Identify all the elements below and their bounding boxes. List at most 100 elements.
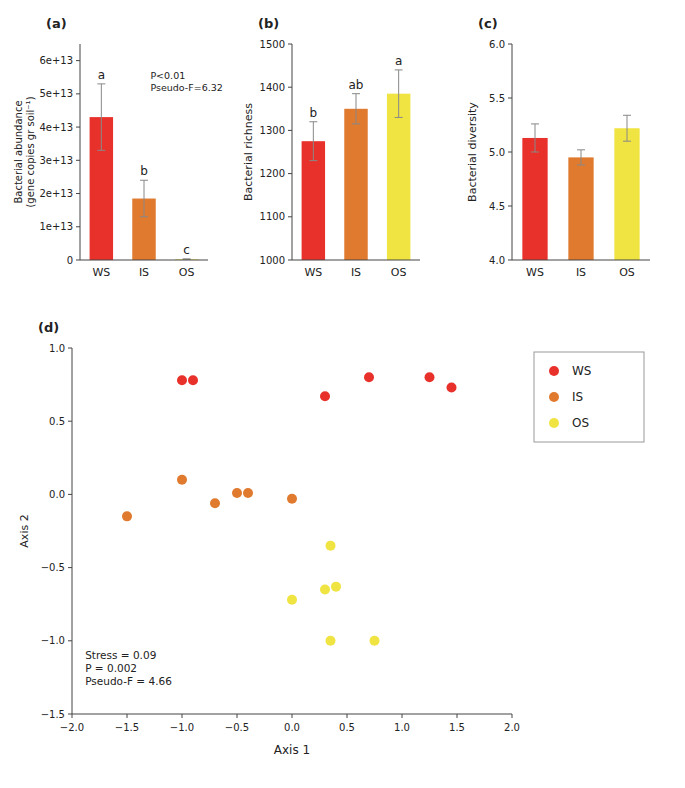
error-cap — [623, 115, 631, 116]
point — [287, 494, 297, 504]
y-axis-line — [72, 348, 73, 714]
error-stem — [313, 122, 314, 161]
error-stem — [627, 115, 628, 141]
point — [364, 372, 374, 382]
text-line: Bacterial diversity — [466, 102, 479, 202]
y-tick-label: 1200 — [260, 168, 285, 179]
point — [320, 391, 330, 401]
bar — [344, 109, 367, 260]
point — [425, 372, 435, 382]
error-cap — [97, 83, 105, 84]
y-tick — [76, 127, 80, 128]
point — [447, 383, 457, 393]
point — [122, 511, 132, 521]
y-tick-label: 1300 — [260, 125, 285, 136]
x-tick-label: IS — [139, 266, 149, 279]
y-tick — [68, 348, 72, 349]
x-axis-line — [292, 260, 420, 261]
error-cap — [140, 180, 148, 181]
group-letter: ab — [349, 78, 364, 92]
legend-label: OS — [572, 416, 589, 430]
y-tick-label: 2e+13 — [39, 188, 73, 199]
group-letter: c — [183, 243, 190, 257]
y-tick-label: 3e+13 — [39, 155, 73, 166]
y-tick-label: 6e+13 — [39, 55, 73, 66]
bar-panel: 4.04.55.05.56.0Bacterial diversityWSISOS… — [466, 16, 650, 692]
y-tick — [288, 87, 292, 88]
x-tick — [512, 714, 513, 718]
text-line: P = 0.002 — [85, 662, 137, 674]
y-tick — [76, 60, 80, 61]
y-tick-label: 1e+13 — [39, 221, 73, 232]
legend-label: IS — [572, 390, 583, 404]
point — [243, 488, 253, 498]
x-tick-label: −2.0 — [60, 722, 84, 733]
point — [232, 488, 242, 498]
bar — [522, 138, 547, 260]
x-tick — [72, 714, 73, 718]
y-axis-label: Bacterial abundance(gene copies gr soil⁻… — [13, 96, 36, 207]
y-tick-label: 1500 — [260, 39, 285, 50]
error-bar — [531, 124, 539, 152]
error-stem — [144, 180, 145, 217]
y-tick-label: 5.5 — [489, 93, 505, 104]
y-tick — [508, 260, 512, 261]
series — [177, 372, 457, 401]
x-tick — [457, 714, 458, 718]
point — [326, 636, 336, 646]
error-stem — [581, 150, 582, 165]
y-tick — [76, 193, 80, 194]
x-tick-label: 0.5 — [339, 722, 355, 733]
error-cap — [395, 117, 403, 118]
x-tick-label: 0.0 — [284, 722, 300, 733]
bar-panel: 100011001200130014001500Bacterial richne… — [242, 16, 420, 692]
x-tick-label: WS — [304, 266, 322, 279]
text-line: Stress = 0.09 — [85, 649, 156, 661]
error-bar — [395, 70, 403, 118]
x-tick-label: WS — [526, 266, 544, 279]
x-tick-label: −1.0 — [170, 722, 194, 733]
y-tick-label: 5.0 — [489, 147, 505, 158]
point — [370, 636, 380, 646]
error-stem — [398, 70, 399, 118]
group-letter: b — [140, 164, 148, 178]
y-tick-label: 0 — [67, 255, 73, 266]
error-cap — [183, 258, 191, 259]
y-tick — [68, 494, 72, 495]
panel-label: (a) — [46, 16, 67, 31]
text-line: (gene copies gr soil⁻¹) — [25, 96, 36, 207]
group-letter: a — [395, 54, 402, 68]
legend-swatch — [549, 418, 559, 428]
y-tick — [68, 567, 72, 568]
error-bar — [140, 180, 148, 217]
y-tick-label: 6.0 — [489, 39, 505, 50]
y-tick-label: 0.5 — [49, 416, 65, 427]
text-line: Axis 2 — [18, 514, 31, 547]
error-cap — [531, 123, 539, 124]
legend-label: WS — [572, 364, 591, 378]
y-tick — [76, 260, 80, 261]
legend-swatch — [549, 366, 559, 376]
point — [177, 375, 187, 385]
x-tick-label: IS — [576, 266, 586, 279]
y-tick — [288, 173, 292, 174]
x-tick-label: OS — [619, 266, 635, 279]
point — [331, 582, 341, 592]
x-tick — [347, 714, 348, 718]
marks — [302, 70, 411, 260]
y-axis-line — [292, 44, 293, 260]
bar-panel: 01e+132e+133e+134e+135e+136e+13Bacterial… — [13, 16, 223, 279]
y-tick-label: −1.0 — [41, 635, 65, 646]
bar — [568, 157, 593, 260]
x-tick-label: 1.0 — [394, 722, 410, 733]
x-tick — [127, 714, 128, 718]
y-tick — [288, 216, 292, 217]
point — [320, 585, 330, 595]
y-tick — [76, 93, 80, 94]
panel-label: (c) — [478, 16, 498, 31]
error-cap — [531, 152, 539, 153]
y-axis-label: Bacterial diversity — [466, 102, 479, 202]
point — [177, 475, 187, 485]
panel-label: (d) — [38, 320, 59, 335]
panel-label: (b) — [258, 16, 279, 31]
